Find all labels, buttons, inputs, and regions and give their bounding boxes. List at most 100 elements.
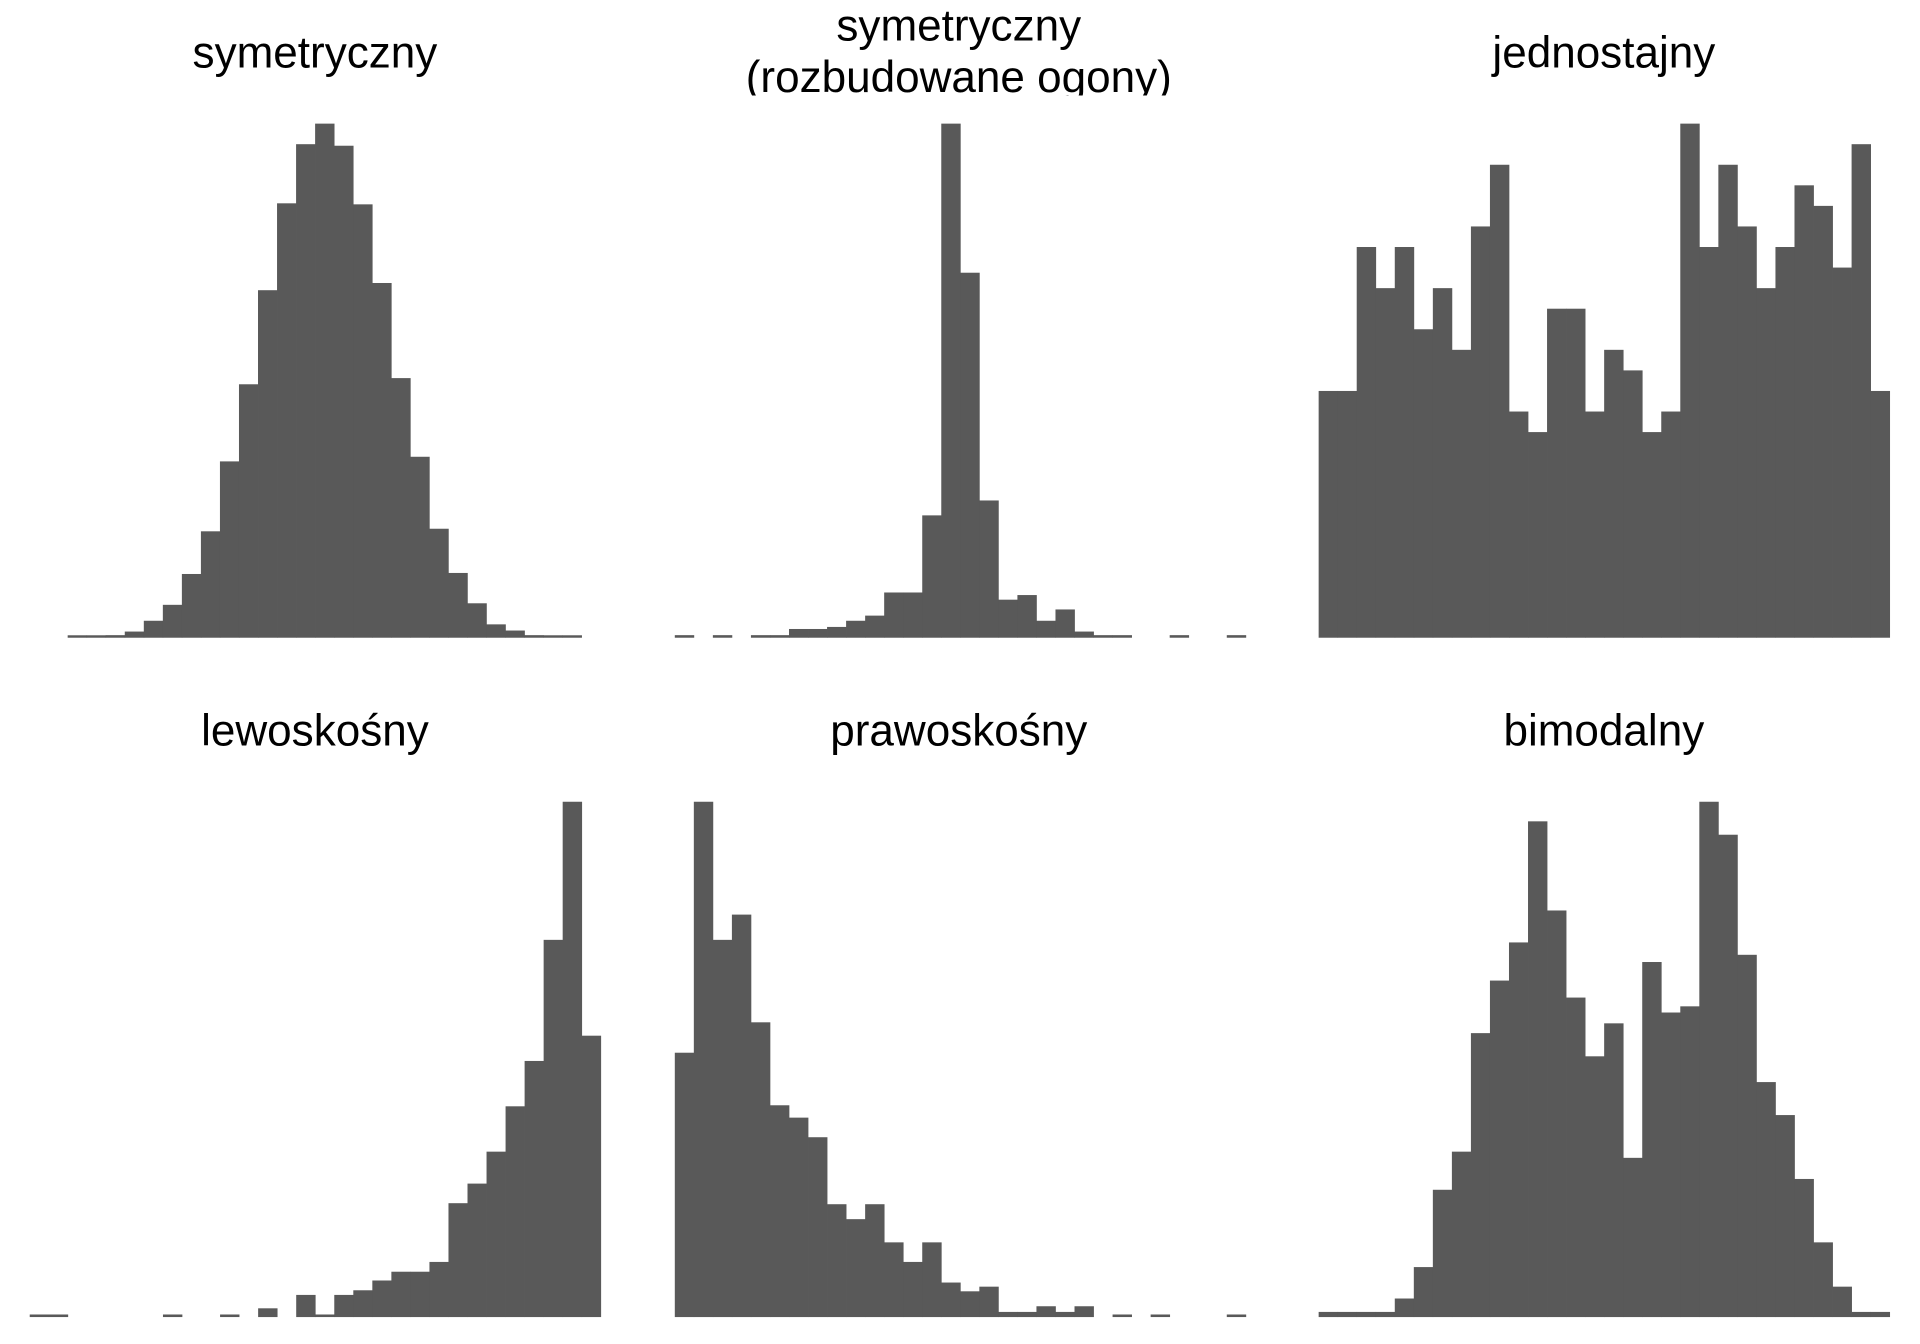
histogram-bar [486, 624, 506, 638]
histogram-bar [808, 628, 828, 638]
histogram-bar [998, 1311, 1018, 1318]
histogram-bar [105, 635, 126, 638]
histogram-bar [296, 1294, 316, 1318]
histogram-bar [448, 572, 468, 638]
histogram-bar [162, 1314, 183, 1318]
histogram-bar [1623, 370, 1643, 638]
histogram-panel-6: bimodalny [1318, 706, 1891, 1318]
histogram-panel-5: prawoskośny [674, 706, 1247, 1318]
histogram-bar [1451, 1151, 1472, 1318]
histogram-bar [1055, 1311, 1075, 1318]
histogram-bar [315, 1314, 335, 1318]
histogram-bar [67, 635, 88, 638]
histogram-bar [1017, 1311, 1037, 1318]
histogram-bar [712, 635, 733, 638]
histogram-bar [467, 603, 487, 638]
histogram-bar [372, 282, 392, 638]
histogram-bar [410, 1271, 430, 1318]
panel-title: bimodalny [1503, 706, 1704, 755]
histogram-bar [1870, 1311, 1891, 1318]
histogram-bar [1451, 349, 1472, 638]
histogram-bar [1851, 1311, 1871, 1318]
panel-title: jednostajny [1490, 28, 1715, 77]
histogram-bar [334, 1294, 354, 1318]
histogram-bar [960, 1291, 980, 1318]
histogram-bar [1756, 288, 1776, 638]
histogram-bar [979, 500, 999, 638]
histogram-bar [1432, 1189, 1453, 1318]
histogram-bar [1851, 144, 1871, 638]
histogram-bar [808, 1137, 828, 1318]
histogram-bar [410, 456, 430, 638]
histogram-bar [769, 635, 790, 638]
histogram-bar [143, 620, 164, 638]
histogram-bar [750, 1022, 771, 1318]
panel-title-line: bimodalny [1503, 706, 1704, 755]
histogram-bar [1832, 267, 1852, 638]
histogram-bar [296, 144, 316, 638]
histogram-bar [581, 1035, 602, 1318]
histogram-bar [429, 528, 449, 638]
histogram-bar [277, 203, 297, 638]
histogram-bar [1870, 390, 1891, 638]
histogram-bar [429, 1261, 449, 1318]
histogram-bar [1623, 1157, 1643, 1318]
histogram-bar [1604, 349, 1624, 638]
histogram-bar [505, 630, 525, 638]
histogram-bar [998, 599, 1018, 638]
histogram-bar [960, 272, 980, 638]
histogram-bar [1585, 1056, 1605, 1318]
histogram-bar [1489, 980, 1510, 1318]
histogram-bar [1150, 1314, 1171, 1318]
histogram-bar [1093, 635, 1113, 638]
histogram-bar [334, 145, 354, 638]
histogram-bar [181, 573, 202, 638]
histogram-bar [1394, 247, 1415, 638]
histogram-bar [1508, 942, 1529, 1318]
histogram-bar [1737, 226, 1757, 638]
histogram-bar [1813, 205, 1833, 638]
histogram-bar [219, 461, 240, 638]
histogram-bar [1756, 1082, 1776, 1318]
panel-title-line: prawoskośny [830, 706, 1087, 755]
histogram-bar [903, 1261, 923, 1318]
histogram-bar [1794, 185, 1814, 638]
histogram-bar [258, 290, 278, 638]
histogram-bar [562, 635, 582, 638]
histogram-bar [1775, 247, 1795, 638]
histogram-bar [1604, 1023, 1624, 1318]
histogram-bar [903, 592, 923, 638]
histogram-bar [1566, 997, 1586, 1318]
histogram-bar [1375, 288, 1396, 638]
histogram-bar [1718, 164, 1738, 638]
histogram-bar [524, 1060, 545, 1318]
histogram-bar [353, 1290, 373, 1318]
panel-title-line: jednostajny [1490, 28, 1715, 77]
histogram-bar [674, 635, 695, 638]
histogram-bar [1528, 821, 1548, 1318]
histogram-bar [1169, 635, 1190, 638]
histogram-bar [1718, 834, 1738, 1318]
histogram-bar [941, 1282, 961, 1318]
histogram-bar [865, 615, 885, 638]
histogram-bar [1680, 123, 1700, 638]
histogram-bar [769, 1105, 790, 1318]
histogram-bar [1356, 247, 1377, 638]
histogram-bar [1112, 635, 1132, 638]
histogram-bar [1036, 620, 1056, 638]
histogram-bar [1055, 609, 1075, 638]
histogram-bar [1775, 1115, 1795, 1318]
histogram-bar [827, 1204, 847, 1318]
histogram-bar [1661, 411, 1681, 638]
histogram-bar [1226, 635, 1247, 638]
histogram-bar [865, 1204, 885, 1318]
histogram-bar [1547, 910, 1567, 1318]
histogram-bar [315, 123, 335, 638]
histogram-bar [372, 1280, 392, 1318]
histogram-bar [1074, 631, 1094, 638]
histogram-bar [1413, 1267, 1434, 1318]
histogram-bar [543, 939, 564, 1318]
histogram-bar [200, 531, 221, 638]
histogram-bar [1337, 1311, 1358, 1318]
histogram-panel-4: lewoskośny [29, 706, 602, 1318]
